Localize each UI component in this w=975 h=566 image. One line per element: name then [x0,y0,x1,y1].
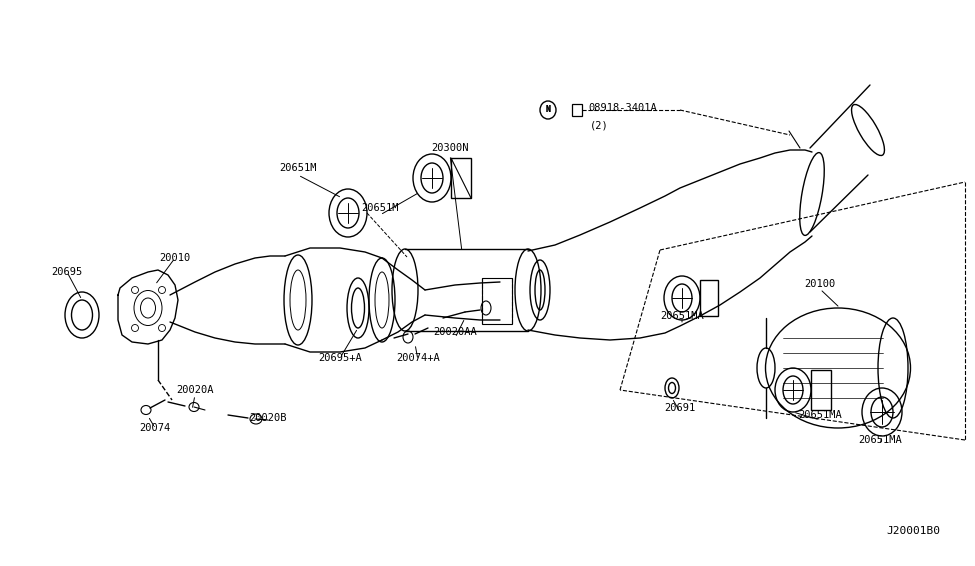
Text: 08918-3401A: 08918-3401A [588,103,657,113]
Bar [811,370,831,410]
Text: 20651M: 20651M [279,163,317,173]
Bar [572,104,582,116]
Bar [482,278,512,324]
Text: 20695+A: 20695+A [318,353,362,363]
Text: 20074+A: 20074+A [396,353,440,363]
Text: 20020AA: 20020AA [433,327,477,337]
Text: (2): (2) [590,121,608,131]
Text: 20691: 20691 [664,403,695,413]
Text: 20651MA: 20651MA [799,410,841,420]
Text: 20074: 20074 [139,423,171,433]
Text: N: N [546,105,550,114]
Text: 20651MA: 20651MA [858,435,902,445]
Text: 20100: 20100 [804,279,836,289]
Bar [700,280,718,316]
Text: N: N [545,105,551,114]
Text: 20651M: 20651M [362,203,399,213]
Text: 20020B: 20020B [250,413,287,423]
Text: 20020A: 20020A [176,385,214,395]
Bar [451,158,471,198]
Text: J20001B0: J20001B0 [886,526,940,536]
Text: 20651MA: 20651MA [660,311,704,321]
Text: 20010: 20010 [159,253,191,263]
Text: 20695: 20695 [52,267,83,277]
Text: 20300N: 20300N [431,143,469,153]
